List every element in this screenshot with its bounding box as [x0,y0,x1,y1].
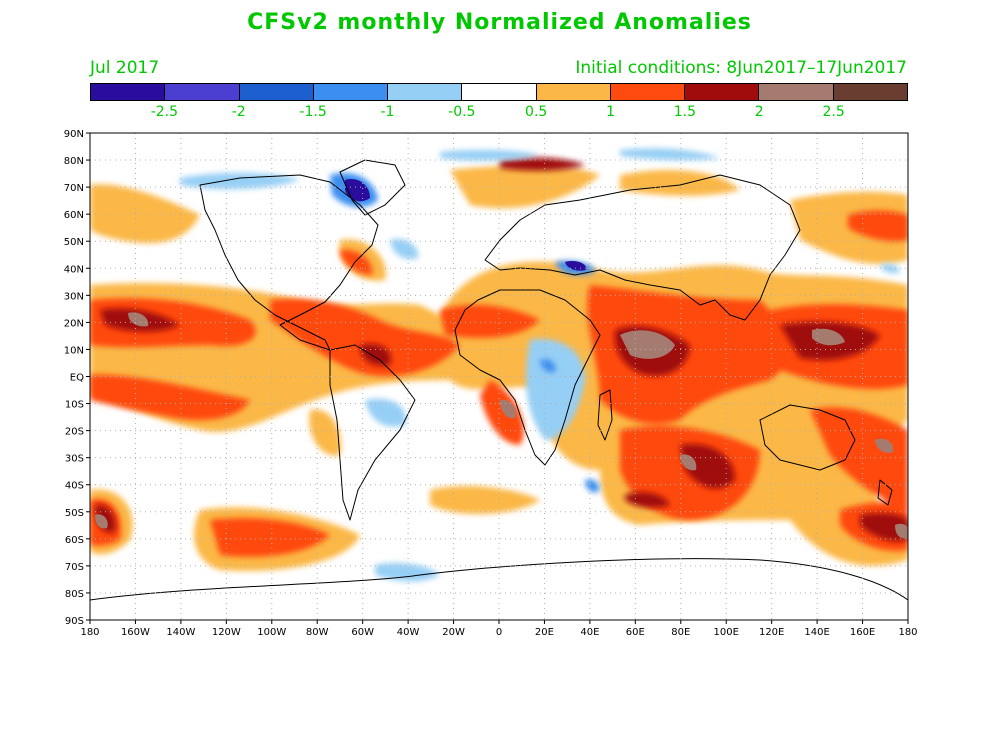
lat-label: 60N [64,210,84,221]
colorbar-segment [165,84,240,100]
colorbar-segment [610,84,686,100]
colorbar-tick-label: -1.5 [299,104,327,120]
colorbar [90,83,908,101]
colorbar-tick-label: -2 [231,104,246,120]
lon-label: 140W [166,627,195,638]
lat-label: 30N [64,291,84,302]
lat-label: 10S [65,400,84,411]
lon-label: 80E [671,627,690,638]
lon-label: 120E [759,627,784,638]
colorbar-tick-label: 2 [754,104,764,120]
lon-label: 160E [850,627,875,638]
colorbar-segment [462,84,537,100]
lon-label: 100E [714,627,739,638]
lon-label: 60E [626,627,645,638]
anomaly-darkred-regions [95,157,908,542]
lat-label: 10N [64,345,84,356]
lon-label: 140E [804,627,829,638]
colorbar-segment [388,84,463,100]
colorbar-tick-label: 1 [606,104,615,120]
colorbar-tick-label: -2.5 [150,104,179,120]
lon-label: 40E [580,627,599,638]
lat-label: 40S [65,481,84,492]
lon-label: 180 [898,627,917,638]
colorbar-segment [91,84,166,100]
initial-conditions: Initial conditions: 8Jun2017–17Jun2017 [575,58,907,78]
anomaly-field [90,133,908,620]
lat-label: 20N [64,318,84,329]
lat-label: 80S [65,589,84,600]
colorbar-tick-label: 0.5 [525,104,548,120]
colorbar-segment [685,84,760,100]
lat-label: EQ [70,373,84,384]
lat-label: 60S [65,535,84,546]
lon-label: 40W [397,627,420,638]
lon-label: 160W [121,627,150,638]
lat-label: 50S [65,508,84,519]
anomaly-brown-regions [95,312,908,539]
forecast-month: Jul 2017 [90,58,160,78]
lon-label: 180 [80,627,99,638]
lat-label: 70S [65,562,84,573]
colorbar-labels: -2.5 -2 -1.5 -1 -0.5 0.5 1 1.5 2 2.5 [90,104,908,122]
lat-label: 30S [65,454,84,465]
lat-label: 90S [65,616,84,627]
colorbar-segment [313,84,389,100]
lon-label: 100W [257,627,286,638]
lat-label: 70N [64,183,84,194]
colorbar-segment [759,84,834,100]
colorbar-segment [239,84,314,100]
lon-label: 20E [535,627,554,638]
colorbar-segment [833,84,907,100]
lat-label: 40N [64,264,84,275]
lat-label: 20S [65,427,84,438]
colorbar-tick-label: -0.5 [448,104,476,120]
lon-label: 120W [212,627,241,638]
colorbar-tick-label: -1 [380,104,395,120]
colorbar-tick-label: 1.5 [673,104,697,120]
lon-label: 0 [496,627,502,638]
lon-label: 80W [306,627,329,638]
grid-lines [90,133,908,620]
lon-label: 20W [442,627,465,638]
colorbar-tick-label: 2.5 [822,104,845,120]
colorbar-segment [536,84,611,100]
lat-label: 50N [64,237,84,248]
map-title: CFSv2 monthly Normalized Anomalies [247,10,752,35]
coastlines [90,159,908,601]
lon-label: 60W [351,627,374,638]
lat-label: 90N [64,129,84,140]
axis-labels: 90N 80N 70N 60N 50N 40N 30N 20N 10N EQ 10S 20S 30S 40… [64,129,918,638]
lat-label: 80N [64,156,84,167]
